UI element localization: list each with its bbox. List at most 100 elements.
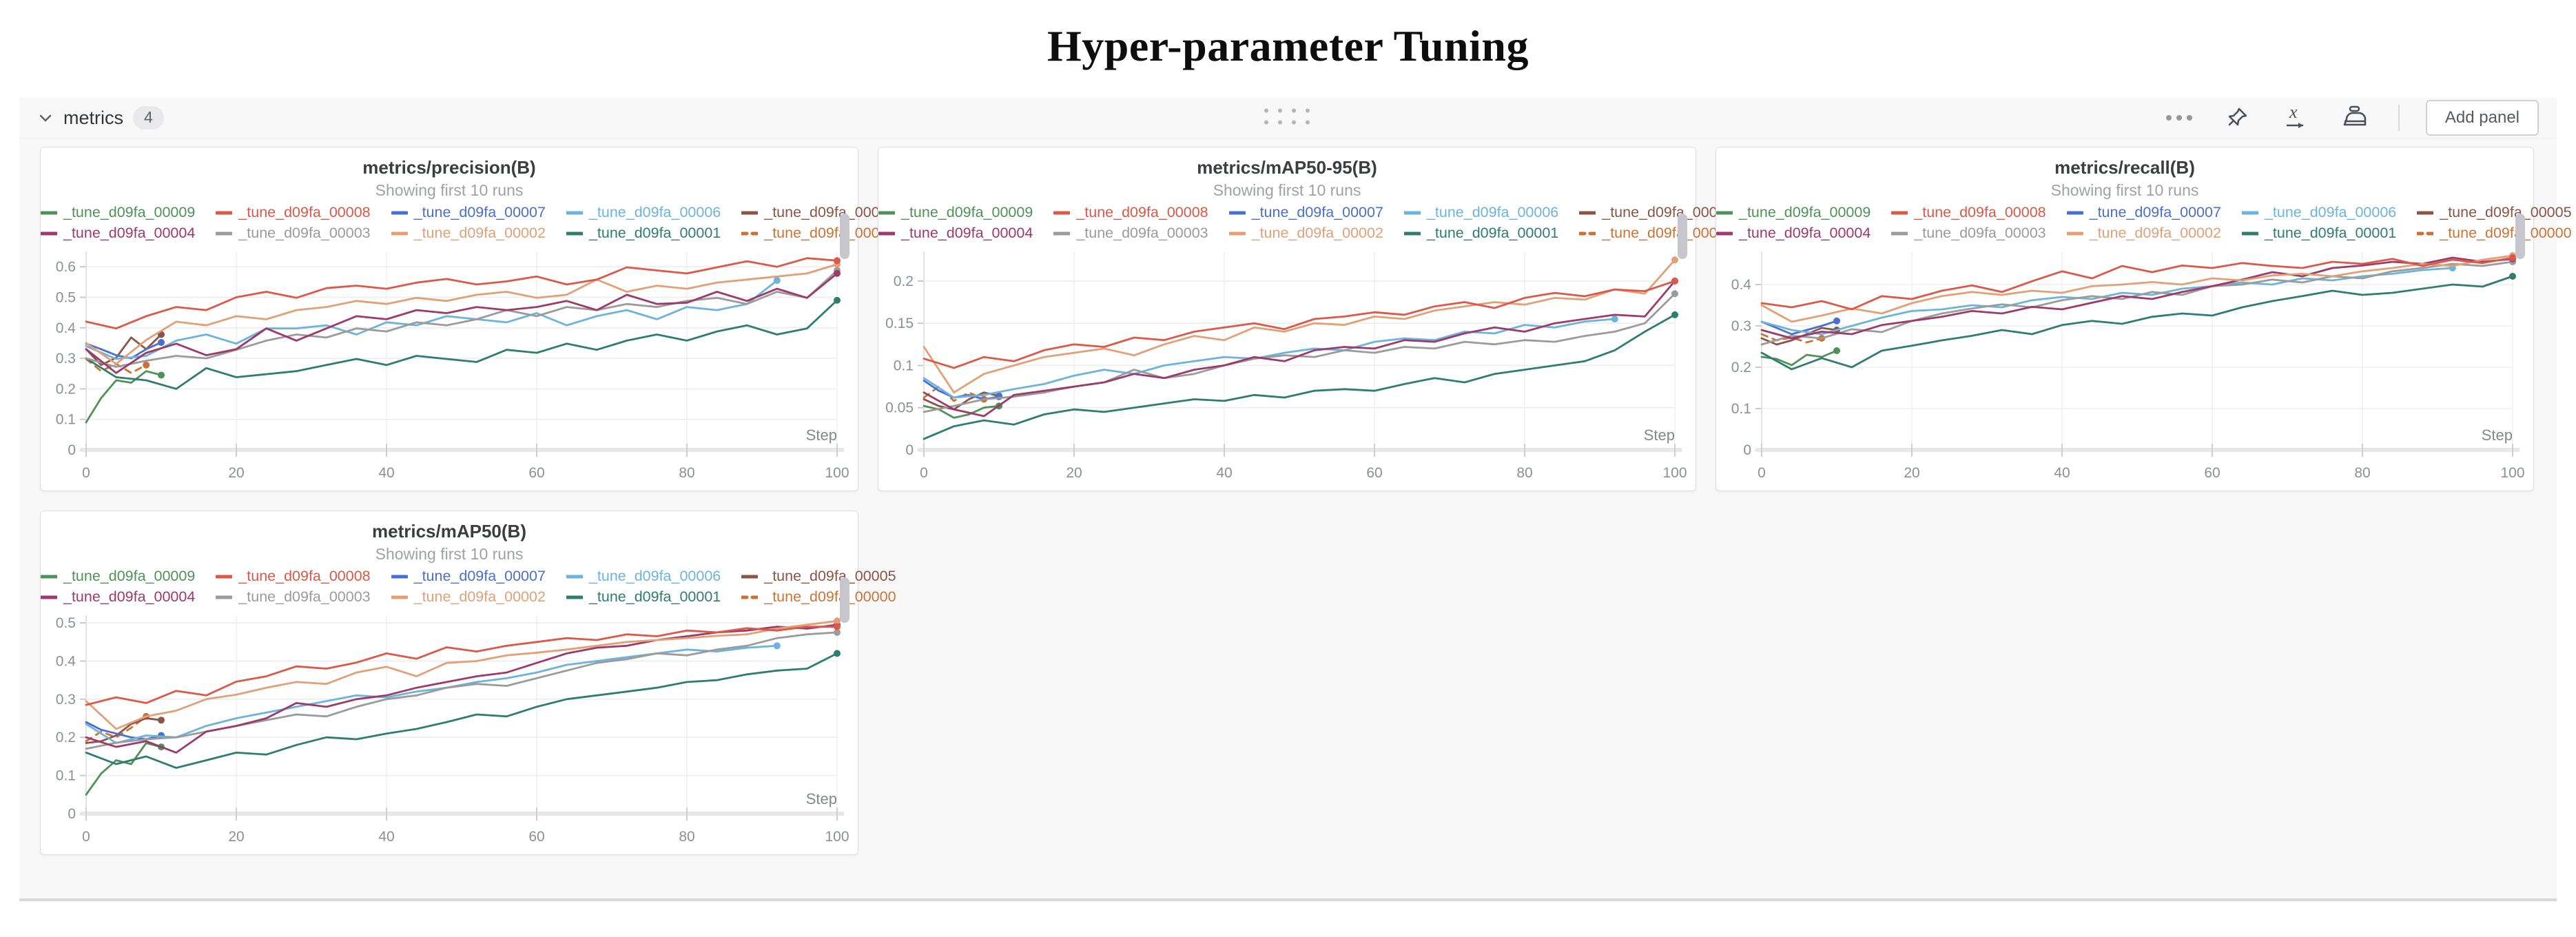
section-drag-handle[interactable] <box>1264 108 1312 127</box>
legend-item[interactable]: _tune_d09fa_00004 <box>41 588 195 606</box>
series-end-dot[interactable] <box>834 257 841 265</box>
legend-item[interactable]: _tune_d09fa_00007 <box>2066 204 2221 221</box>
legend-item[interactable]: _tune_d09fa_00001 <box>2241 225 2396 242</box>
series-line[interactable] <box>1760 256 2514 311</box>
legend-item[interactable]: _tune_d09fa_00005 <box>2417 204 2572 221</box>
legend-item[interactable]: _tune_d09fa_00009 <box>878 204 1033 221</box>
legend-item[interactable]: _tune_d09fa_00008 <box>1053 204 1208 221</box>
series-end-dot[interactable] <box>834 650 841 657</box>
legend-item[interactable]: _tune_d09fa_00005 <box>1579 204 1734 221</box>
legend-scrollbar[interactable] <box>2515 214 2525 259</box>
legend-item[interactable]: _tune_d09fa_00002 <box>391 588 546 606</box>
series-end-dot[interactable] <box>773 277 781 285</box>
series-line[interactable] <box>85 742 163 796</box>
chart-canvas[interactable]: 0 0.1 0.2 0.3 0.4 0 20 40 60 80 100 Step <box>1716 242 2533 494</box>
series-end-dot[interactable] <box>834 269 841 277</box>
series-end-dot[interactable] <box>158 371 165 379</box>
series-end-dot[interactable] <box>158 339 165 347</box>
legend-item[interactable]: _tune_d09fa_00007 <box>1228 204 1383 221</box>
series-line[interactable] <box>85 626 838 706</box>
series-end-dot[interactable] <box>834 628 841 636</box>
series-line[interactable] <box>923 280 1676 418</box>
series-line[interactable] <box>1760 333 1823 344</box>
series-end-dot[interactable] <box>1671 290 1678 298</box>
series-end-dot[interactable] <box>2509 273 2516 280</box>
panel-settings-button[interactable] <box>2338 101 2372 134</box>
legend-item[interactable]: _tune_d09fa_00003 <box>1053 225 1208 242</box>
series-line[interactable] <box>1760 320 1838 336</box>
legend-item[interactable]: _tune_d09fa_00003 <box>216 588 371 606</box>
legend-item[interactable]: _tune_d09fa_00003 <box>216 225 371 242</box>
legend-item[interactable]: _tune_d09fa_00004 <box>1716 225 1871 242</box>
x-axis-settings-button[interactable]: x <box>2278 101 2311 134</box>
legend-item[interactable]: _tune_d09fa_00000 <box>1579 225 1734 242</box>
legend-item[interactable]: _tune_d09fa_00000 <box>2417 225 2572 242</box>
legend-item[interactable]: _tune_d09fa_00004 <box>878 225 1033 242</box>
legend-item[interactable]: _tune_d09fa_00001 <box>566 588 721 606</box>
legend-scrollbar[interactable] <box>840 214 849 259</box>
series-end-dot[interactable] <box>773 642 781 650</box>
legend-item[interactable]: _tune_d09fa_00009 <box>41 204 195 221</box>
series-end-dot[interactable] <box>1833 317 1840 325</box>
legend-item[interactable]: _tune_d09fa_00007 <box>391 204 546 221</box>
series-end-dot[interactable] <box>834 617 841 625</box>
series-line[interactable] <box>923 280 1676 369</box>
legend-item[interactable]: _tune_d09fa_00003 <box>1891 225 2046 242</box>
series-line[interactable] <box>1760 254 2514 323</box>
chart-canvas[interactable]: 0 0.05 0.1 0.15 0.2 0 20 40 60 80 100 Step <box>878 242 1696 494</box>
series-line[interactable] <box>923 313 1676 440</box>
more-options-button[interactable] <box>2163 111 2196 125</box>
legend-item[interactable]: _tune_d09fa_00006 <box>566 568 721 585</box>
legend-item[interactable]: _tune_d09fa_00001 <box>566 225 721 242</box>
panel-recall[interactable]: metrics/recall(B) Showing first 10 runs … <box>1715 147 2572 494</box>
series-end-dot[interactable] <box>158 717 165 724</box>
legend-item[interactable]: _tune_d09fa_00000 <box>741 588 896 606</box>
add-panel-button[interactable]: Add panel <box>2425 100 2539 136</box>
pin-section-button[interactable] <box>2222 103 2252 133</box>
series-line[interactable] <box>85 299 838 390</box>
series-line[interactable] <box>1760 267 2454 336</box>
series-line[interactable] <box>923 318 1616 399</box>
series-line[interactable] <box>1760 256 2514 340</box>
series-end-dot[interactable] <box>2509 254 2516 261</box>
panel-map50[interactable]: metrics/mAP50(B) Showing first 10 runs _… <box>40 511 896 858</box>
series-line[interactable] <box>923 258 1676 394</box>
legend-item[interactable]: _tune_d09fa_00005 <box>741 204 896 221</box>
series-line[interactable] <box>85 257 838 330</box>
chart-canvas[interactable]: 0 0.1 0.2 0.3 0.4 0.5 0.6 0 20 40 60 80 100 Step <box>41 242 858 494</box>
series-line[interactable] <box>85 272 838 374</box>
series-end-dot[interactable] <box>1833 347 1840 354</box>
panel-precision[interactable]: metrics/precision(B) Showing first 10 ru… <box>40 147 896 494</box>
series-line[interactable] <box>85 644 779 744</box>
legend-item[interactable]: _tune_d09fa_00009 <box>41 568 195 585</box>
series-line[interactable] <box>85 279 779 360</box>
legend-item[interactable]: _tune_d09fa_00002 <box>391 225 546 242</box>
series-end-dot[interactable] <box>1671 311 1678 318</box>
series-line[interactable] <box>85 619 838 730</box>
legend-item[interactable]: _tune_d09fa_00002 <box>1228 225 1383 242</box>
legend-item[interactable]: _tune_d09fa_00008 <box>1891 204 2046 221</box>
series-end-dot[interactable] <box>143 361 150 369</box>
series-end-dot[interactable] <box>1611 316 1618 323</box>
chevron-down-icon[interactable] <box>37 110 54 126</box>
series-line[interactable] <box>1760 275 2514 371</box>
legend-item[interactable]: _tune_d09fa_00006 <box>1403 204 1558 221</box>
legend-item[interactable]: _tune_d09fa_00004 <box>41 225 195 242</box>
series-line[interactable] <box>1760 260 2514 346</box>
legend-item[interactable]: _tune_d09fa_00008 <box>216 204 371 221</box>
chart-canvas[interactable]: 0 0.1 0.2 0.3 0.4 0.5 0 20 40 60 80 100 Step <box>41 606 858 858</box>
series-line[interactable] <box>85 269 838 368</box>
series-line[interactable] <box>85 652 838 769</box>
panel-map50-95[interactable]: metrics/mAP50-95(B) Showing first 10 run… <box>878 147 1734 494</box>
series-line[interactable] <box>85 263 838 365</box>
series-line[interactable] <box>85 715 147 743</box>
legend-item[interactable]: _tune_d09fa_00007 <box>391 568 546 585</box>
legend-item[interactable]: _tune_d09fa_00009 <box>1716 204 1871 221</box>
legend-item[interactable]: _tune_d09fa_00005 <box>741 568 896 585</box>
legend-scrollbar[interactable] <box>1678 214 1687 259</box>
series-line[interactable] <box>85 370 163 424</box>
series-end-dot[interactable] <box>834 296 841 304</box>
series-end-dot[interactable] <box>834 623 841 630</box>
legend-item[interactable]: _tune_d09fa_00001 <box>1403 225 1558 242</box>
series-line[interactable] <box>923 385 985 402</box>
